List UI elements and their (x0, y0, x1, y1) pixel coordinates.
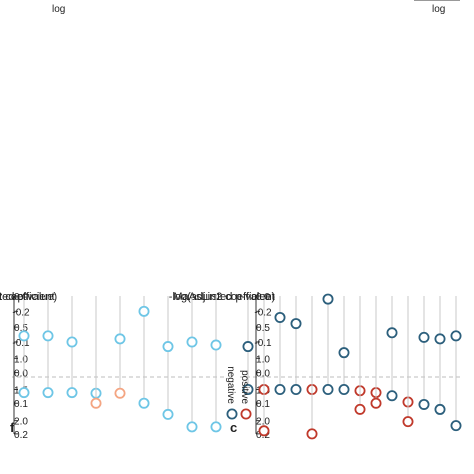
value-axis-title: MaAsLin2 coefficient (0, 291, 55, 303)
value-axis-title: -log(adjusted p-value) (169, 291, 275, 303)
panel-f: 2.01.51.00.50.0-log(adjusted p-value)f (0, 291, 224, 435)
data-point (402, 416, 414, 428)
data-point (306, 428, 318, 440)
value-axis-tick-label: 2.0 (14, 417, 28, 428)
data-point (114, 333, 126, 345)
data-point (322, 293, 334, 305)
data-point (354, 403, 366, 415)
data-point (186, 336, 198, 348)
top-strip-label-right: log (52, 4, 65, 15)
legend-label-positive: positive (239, 370, 250, 404)
value-axis-tick-label: 0.2 (14, 430, 28, 441)
panel-letter: f (10, 420, 15, 435)
panel-e: 0.2 0.1 0.0 -0.1 -0.2 MaAsLin2 coefficient (0, 291, 222, 441)
legend-swatch-positive (240, 408, 252, 420)
value-axis-tick-label: 0.5 (256, 323, 270, 334)
data-point (18, 330, 30, 342)
data-point (450, 330, 462, 342)
data-point (42, 387, 54, 399)
legend-label-negative: negative (225, 366, 236, 404)
legend-swatch-negative (226, 408, 238, 420)
data-point (290, 383, 302, 395)
value-axis-tick-label: 0.1 (14, 399, 28, 410)
data-point (90, 397, 102, 409)
data-point (386, 390, 398, 402)
data-point (242, 341, 254, 353)
value-axis-tick-label: 0.1 (256, 399, 270, 410)
data-point (386, 327, 398, 339)
data-point (418, 331, 430, 343)
data-point (66, 387, 78, 399)
data-point (138, 305, 150, 317)
data-point (274, 383, 286, 395)
panel-letter: c (230, 420, 237, 435)
value-axis-tick-label: 0.0 (14, 292, 28, 303)
data-point (138, 397, 150, 409)
value-axis-tick-label: 2.0 (256, 417, 270, 428)
value-axis-tick-label: -0.2 (254, 307, 272, 318)
value-axis-tick-label: -0.1 (254, 338, 272, 349)
data-point (434, 403, 446, 415)
data-point (258, 425, 270, 437)
value-axis-tick-label: 0.0 (256, 292, 270, 303)
data-point (418, 398, 430, 410)
data-point (434, 333, 446, 345)
value-axis-tick-label: 1.0 (14, 354, 28, 365)
value-axis-tick-label: -0.2 (12, 307, 30, 318)
value-axis-tick-label: 0.0 (256, 369, 270, 380)
data-point (274, 311, 286, 323)
data-point (66, 336, 78, 348)
data-point (370, 397, 382, 409)
data-point (42, 330, 54, 342)
value-axis-tick-label: 0.0 (14, 369, 28, 380)
data-point (162, 341, 174, 353)
top-strip-label-left: log (432, 4, 445, 15)
data-point (338, 383, 350, 395)
value-axis-tick-label: 0.5 (14, 323, 28, 334)
panel-c: 2.01.51.00.50.0-log(adjusted p-value)c (169, 291, 462, 435)
data-point (18, 387, 30, 399)
data-point (242, 383, 254, 395)
value-axis-tick-label: 1.0 (256, 354, 270, 365)
data-point (114, 387, 126, 399)
data-point (450, 420, 462, 432)
top-strip: log log (52, 0, 460, 15)
data-point (338, 347, 350, 359)
value-axis-title: MaAsLin2 coefficient (173, 291, 274, 303)
data-point (322, 383, 334, 395)
data-point (210, 421, 222, 433)
data-point (162, 408, 174, 420)
data-point (290, 318, 302, 330)
data-point (186, 421, 198, 433)
value-axis-title: -log(adjusted p-value) (0, 291, 57, 303)
data-point (210, 339, 222, 351)
value-axis-tick-label: -0.1 (12, 338, 30, 349)
